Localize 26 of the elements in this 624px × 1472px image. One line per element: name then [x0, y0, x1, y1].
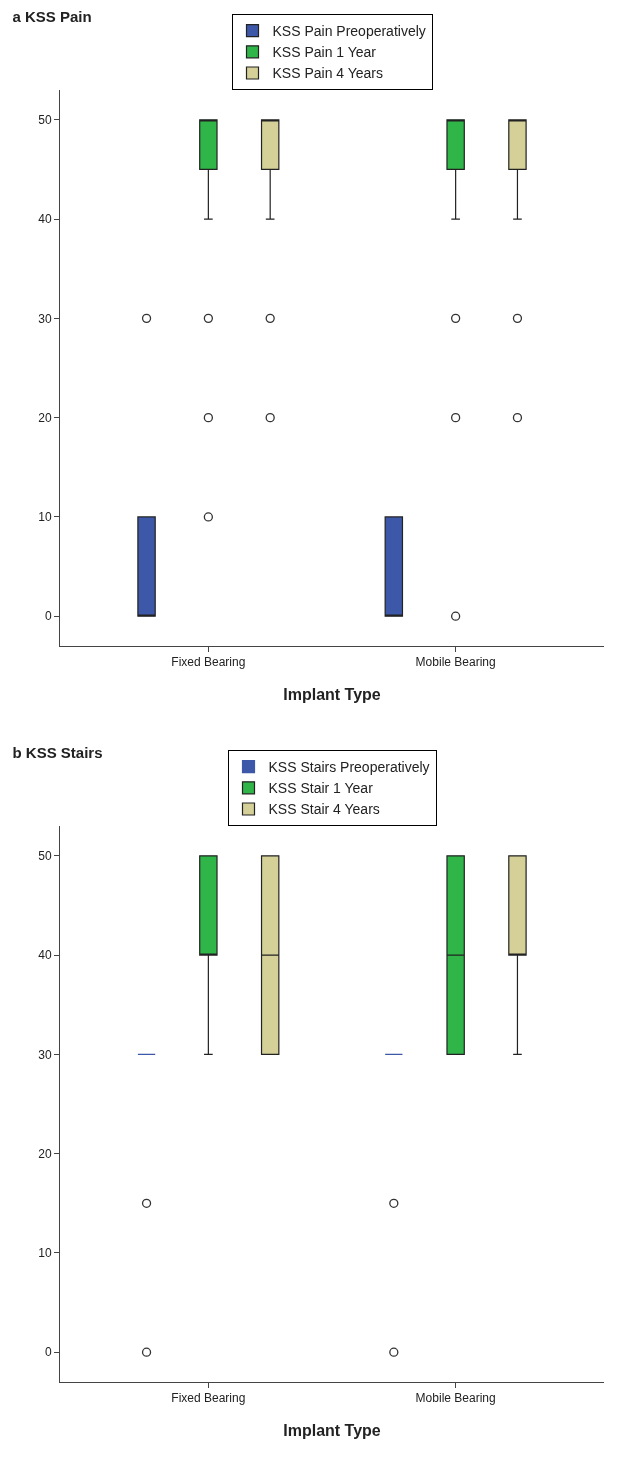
y-tick-label: 40	[38, 212, 52, 227]
y-tick-label: 50	[38, 112, 52, 127]
y-tick-label: 0	[44, 1345, 52, 1360]
y-tick-label: 20	[38, 1146, 52, 1161]
y-tick-label: 30	[38, 1047, 52, 1062]
x-tick-label: Mobile Bearing	[415, 655, 496, 670]
x-tick-label: Mobile Bearing	[415, 1391, 496, 1406]
chart-title: a KSS Pain	[12, 7, 92, 25]
legend-label: KSS Pain 4 Years	[272, 65, 384, 82]
x-tick-label: Fixed Bearing	[171, 655, 246, 670]
chart-title: b KSS Stairs	[12, 743, 103, 761]
y-tick-label: 10	[38, 510, 52, 525]
legend-label: KSS Pain 1 Year	[272, 44, 377, 61]
legend-label: KSS Stair 1 Year	[268, 780, 374, 797]
y-tick-label: 40	[38, 948, 52, 963]
legend-label: KSS Pain Preoperatively	[272, 23, 426, 40]
x-axis-title: Implant Type	[283, 1422, 381, 1440]
y-tick-label: 10	[38, 1246, 52, 1261]
x-axis-title: Implant Type	[283, 686, 381, 704]
legend-label: KSS Stair 4 Years	[268, 801, 380, 818]
y-tick-label: 50	[38, 848, 52, 863]
y-tick-label: 0	[44, 609, 52, 624]
legend-label: KSS Stairs Preoperatively	[268, 759, 430, 776]
x-tick-label: Fixed Bearing	[171, 1391, 246, 1406]
y-tick-label: 30	[38, 311, 52, 326]
y-tick-label: 20	[38, 410, 52, 425]
